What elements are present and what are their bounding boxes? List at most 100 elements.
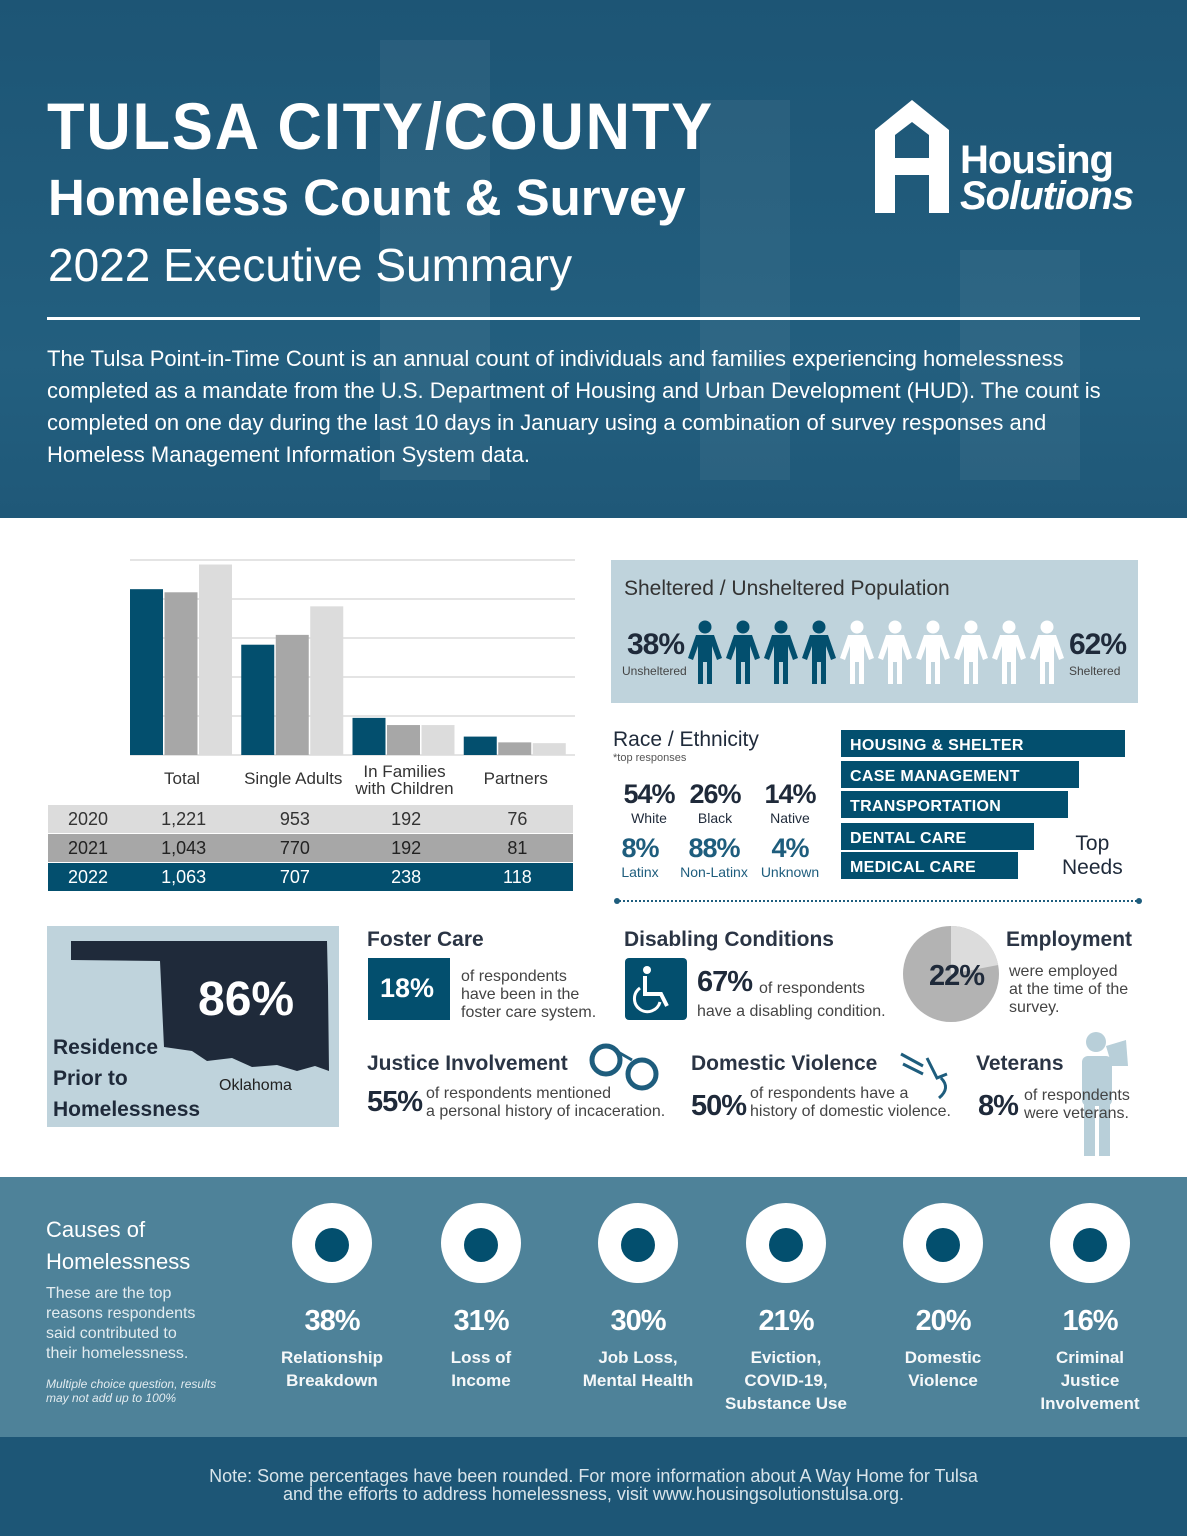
race-label: Black (697, 810, 733, 826)
table-cell: 81 (507, 837, 528, 858)
head-gears-icon (598, 1203, 678, 1283)
header-banner (0, 0, 1187, 518)
category-label: Single Adults (244, 769, 342, 788)
oklahoma-map-icon (71, 941, 329, 1071)
category-label: In Families (363, 762, 445, 781)
justice-pct: 55% (367, 1086, 423, 1118)
intro-paragraph: The Tulsa Point-in-Time Count is an annu… (47, 346, 1101, 467)
sheltered-person-icon (954, 620, 988, 684)
race-pct: 88% (688, 833, 740, 863)
sheltered-person-icon (878, 620, 912, 684)
bar-2021 (387, 725, 420, 755)
causes-note: Multiple choice question, results may not… (46, 1377, 217, 1405)
table-cell: 770 (279, 837, 310, 858)
cause-item: 20% Domestic Violence (868, 1203, 1018, 1392)
wheelchair-icon (625, 958, 687, 1020)
housing-solutions-logo-icon (875, 100, 949, 213)
table-cell: 192 (391, 808, 422, 829)
domestic-pct: 50% (691, 1090, 747, 1122)
employment-title: Employment (1006, 928, 1133, 951)
cause-label: COVID-19, (744, 1371, 828, 1390)
divider (47, 317, 1140, 320)
cause-label: Mental Health (582, 1371, 694, 1390)
race-pct: 14% (764, 779, 816, 809)
justice-text: of respondents mentioned a personal histo… (426, 1085, 666, 1120)
cause-pct: 20% (915, 1305, 971, 1337)
shelter-panel: Sheltered / Unsheltered Population 38% U… (611, 560, 1138, 703)
race-pct: 8% (621, 833, 659, 863)
pie-slice-employed (951, 926, 999, 974)
disabling-text: of respondents (759, 980, 865, 997)
table-cell: 76 (507, 808, 528, 829)
page-subtitle: Homeless Count & Survey (48, 169, 686, 226)
race-section: Race / Ethnicity *top responses (613, 728, 833, 764)
bar-2022 (130, 589, 163, 755)
sheltered-person-icon (992, 620, 1026, 684)
table-cell: 1,043 (161, 837, 207, 858)
sheltered-person-icon (840, 620, 874, 684)
veterans-title: Veterans (976, 1052, 1064, 1075)
need-bar: TRANSPORTATION (841, 791, 1068, 818)
cause-label: Eviction, (750, 1348, 822, 1367)
cause-label: Substance Use (725, 1394, 847, 1413)
cause-item: 16% Criminal Justice Involvement (1015, 1203, 1165, 1415)
foster-pct-badge: 18% (368, 958, 450, 1020)
logo-text: Housing Solutions (960, 138, 1134, 218)
disabling-title: Disabling Conditions (624, 928, 834, 951)
domestic-text: of respondents have a history of domestic… (750, 1085, 951, 1120)
race-item: 4% Unknown (755, 833, 825, 882)
bar-2020 (199, 564, 232, 755)
cause-label: Violence (908, 1371, 978, 1390)
cause-label: Job Loss, (598, 1348, 678, 1367)
race-label: Native (770, 810, 810, 826)
saluting-soldier-icon (1082, 1032, 1128, 1156)
employment-text: were employed at the time of the survey. (1009, 963, 1129, 1016)
distressed-person-icon (903, 1203, 983, 1283)
money-bag-icon (441, 1203, 521, 1283)
table-cell: 118 (503, 866, 532, 887)
bar-2021 (164, 592, 198, 755)
table-cell: 238 (391, 866, 422, 887)
skyline-building (380, 40, 490, 480)
unsheltered-person-icon (764, 620, 798, 684)
residence-panel (47, 926, 339, 1127)
bar-2020 (310, 606, 344, 755)
disabling-text-2: have a disabling condition. (697, 1003, 886, 1020)
table-cell: 192 (391, 837, 422, 858)
cause-pct: 38% (304, 1305, 360, 1337)
employment-pct: 22% (929, 960, 985, 992)
cause-item: 38% Relationship Breakdown (257, 1203, 407, 1392)
race-item: 54% White (614, 779, 684, 828)
footer-note: Note: Some percentages have been rounded… (209, 1466, 978, 1504)
shelter-title: Sheltered / Unsheltered Population (624, 577, 950, 600)
unsheltered-pct: 38% (627, 628, 685, 661)
domestic-title: Domestic Violence (691, 1052, 878, 1075)
need-bar: HOUSING & SHELTER (841, 730, 1125, 757)
dotted-divider (614, 898, 1142, 904)
skyline-building (700, 100, 790, 480)
state-label: Oklahoma (219, 1077, 292, 1094)
cause-pct: 31% (453, 1305, 509, 1337)
table-cell: 1,221 (161, 808, 207, 829)
race-item: 14% Native (755, 779, 825, 828)
cause-label: Relationship (280, 1348, 383, 1367)
table-cell: 1,063 (161, 866, 207, 887)
jail-icon (1050, 1203, 1130, 1283)
cause-item: 30% Job Loss, Mental Health (563, 1203, 713, 1392)
causes-section (0, 1177, 1187, 1437)
cause-pct: 30% (610, 1305, 666, 1337)
causes-description: These are the top reasons respondents said… (46, 1285, 196, 1362)
table-row: 2022 1,063 707 238 118 (48, 863, 573, 891)
top-needs-title: Top Needs (1062, 832, 1123, 879)
need-bar: DENTAL CARE (841, 823, 1034, 850)
bar-2020 (421, 725, 455, 755)
category-label: Partners (484, 769, 548, 788)
race-item: 8% Latinx (605, 833, 675, 882)
table-cell: 2020 (67, 808, 109, 829)
veterans-pct: 8% (978, 1090, 1019, 1122)
cause-item: 31% Loss of Income (406, 1203, 556, 1392)
race-title: Race / Ethnicity (613, 728, 759, 751)
race-item: 26% Black (680, 779, 750, 828)
need-bar: MEDICAL CARE (841, 852, 1018, 879)
table-cell: 953 (279, 808, 310, 829)
